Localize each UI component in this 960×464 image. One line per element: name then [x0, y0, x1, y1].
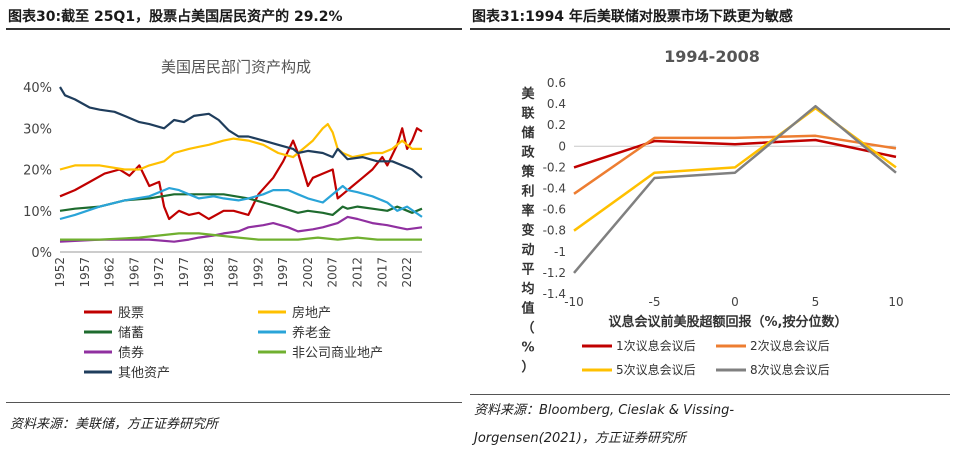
x-tick-label: 1962: [103, 257, 117, 288]
household-assets-chart: 美国居民部门资产构成 0% 10% 20% 30% 40% 1952 1957 1962 1967…: [23, 58, 423, 381]
y-tick-label: -0.2: [543, 160, 566, 174]
fed-sensitivity-chart: 1994-2008 -1.4 -1.2 -1 -0.8 -0.6 -0.4 -0.2 0 0.2 0…: [520, 47, 903, 377]
x-axis-label: 议息会议前美股超额回报（%,按分位数）: [609, 314, 848, 330]
x-tick-label: 1957: [78, 257, 92, 288]
x-tick-label: 2017: [375, 257, 389, 288]
legend-label: 债券: [118, 345, 144, 361]
left-title-rule: [6, 28, 462, 30]
series-line: [59, 122, 422, 171]
x-tick-label: 1987: [227, 257, 241, 288]
series-line: [573, 107, 897, 232]
x-tick-label: 1972: [152, 257, 166, 288]
y-tick-label: 40%: [23, 81, 52, 96]
right-footer-rule: [470, 394, 950, 395]
series-line: [59, 193, 423, 216]
x-tick-label: 1992: [251, 257, 265, 288]
y-tick-label: -1.4: [543, 287, 566, 301]
x-tick-label: 1982: [202, 257, 216, 288]
x-tick-label: 5: [812, 295, 820, 309]
chart-title: 美国居民部门资产构成: [161, 58, 311, 76]
y-tick-label: -0.6: [543, 203, 566, 217]
y-tick-label: 0%: [31, 246, 52, 261]
x-tick-label: 0: [731, 295, 739, 309]
y-tick-label: -0.4: [543, 182, 566, 196]
left-source: 资料来源：美联储，方正证券研究所: [10, 417, 219, 432]
x-tick-label: 2002: [301, 257, 315, 288]
x-tick-label: 10: [888, 295, 903, 309]
legend-label: 2次议息会议后: [750, 338, 830, 353]
y-tick-label: 30%: [23, 122, 52, 137]
series-line: [59, 127, 423, 221]
y-axis-label: 美联储政策利率变动平均值（%）: [520, 86, 535, 375]
right-source-line-1: 资料来源：Bloomberg, Cieslak & Vissing-: [474, 403, 735, 418]
x-tick-label: 2012: [351, 257, 365, 288]
x-tick-label: 1952: [53, 257, 67, 288]
legend-label: 1次议息会议后: [616, 338, 696, 353]
y-tick-label: 20%: [23, 164, 52, 179]
legend-label: 养老金: [292, 325, 331, 341]
chart-title: 1994-2008: [664, 47, 760, 66]
legend-label: 储蓄: [118, 326, 144, 341]
y-tick-label: -1: [554, 245, 566, 259]
x-tick-label: 1977: [177, 257, 191, 288]
right-panel-title: 图表31:1994 年后美联储对股票市场下跌更为敏感: [472, 9, 793, 25]
y-tick-label: 10%: [23, 205, 52, 220]
y-tick-label: 0.6: [547, 76, 566, 90]
right-title-rule: [470, 28, 950, 30]
y-tick-label: -0.8: [543, 224, 566, 238]
legend-label: 非公司商业地产: [292, 346, 383, 361]
x-tick-label: -10: [564, 295, 584, 309]
legend-label: 房地产: [292, 305, 331, 321]
y-tick-label: 0.4: [547, 97, 566, 111]
series-line: [573, 104, 897, 274]
right-source-line-2: Jorgensen(2021)，方正证券研究所: [474, 431, 686, 446]
x-tick-label: 2007: [326, 257, 340, 288]
series-line: [60, 232, 422, 241]
legend-label: 其他资产: [118, 366, 170, 381]
y-tick-label: 0.2: [547, 118, 566, 132]
legend-label: 股票: [118, 306, 144, 321]
left-panel-title: 图表30:截至 25Q1，股票占美国居民资产的 29.2%: [8, 9, 343, 25]
x-tick-label: 2022: [400, 257, 414, 288]
y-tick-label: 0: [558, 139, 566, 153]
series-line: [59, 215, 423, 243]
x-tick-label: 1997: [276, 257, 290, 288]
legend-label: 5次议息会议后: [616, 362, 696, 377]
x-tick-label: -5: [649, 295, 661, 309]
x-tick-label: 1967: [127, 257, 141, 288]
y-tick-label: -1.2: [543, 266, 566, 280]
series-line: [573, 138, 897, 169]
series-line: [59, 86, 423, 179]
legend-label: 8次议息会议后: [750, 362, 830, 377]
series-line: [573, 134, 897, 195]
series-line: [59, 184, 423, 221]
left-footer-rule: [6, 402, 462, 403]
